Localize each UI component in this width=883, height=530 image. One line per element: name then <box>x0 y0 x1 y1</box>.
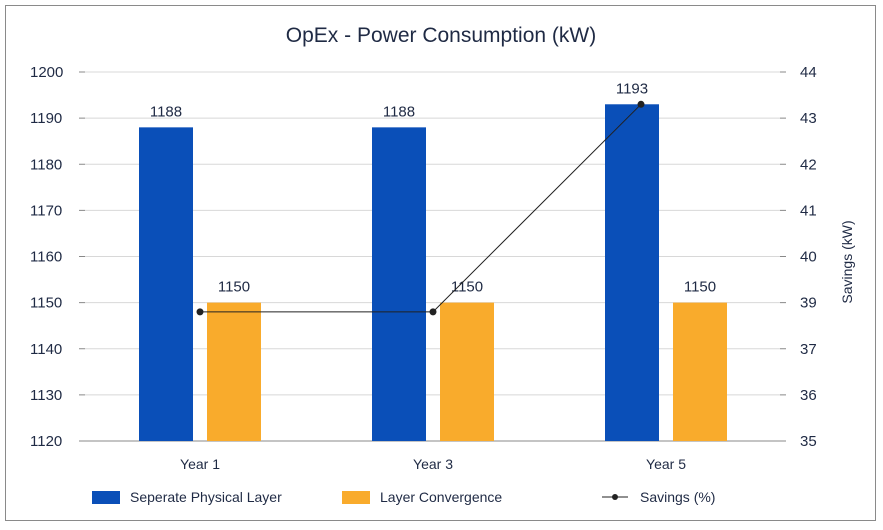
data-label: 1150 <box>684 279 716 296</box>
savings-point <box>637 100 645 108</box>
x-tick-label: Year 3 <box>413 456 453 472</box>
data-label: 1193 <box>616 80 648 97</box>
left-tick-label: 1160 <box>30 249 62 266</box>
savings-point <box>429 308 437 316</box>
left-tick-label: 1200 <box>30 64 63 81</box>
legend-label: Seperate Physical Layer <box>130 489 282 505</box>
bar-seperate-physical-layer <box>605 104 659 441</box>
bar-layer-convergence <box>673 302 727 441</box>
data-label: 1150 <box>218 279 250 296</box>
data-label: 1150 <box>451 279 483 296</box>
left-tick-label: 1150 <box>30 295 62 312</box>
chart-frame <box>5 5 876 521</box>
left-tick-label: 1180 <box>30 156 62 173</box>
legend-swatch <box>342 491 370 504</box>
bar-layer-convergence <box>207 302 261 441</box>
x-tick-label: Year 5 <box>646 456 686 472</box>
bar-seperate-physical-layer <box>139 127 193 441</box>
left-tick-label: 1140 <box>30 341 62 358</box>
right-tick-label: 42 <box>800 156 817 173</box>
right-tick-label: 35 <box>800 433 817 450</box>
savings-point <box>196 308 204 316</box>
data-label: 1188 <box>150 103 182 120</box>
left-tick-label: 1190 <box>30 110 62 127</box>
right-tick-label: 39 <box>800 295 817 312</box>
chart-title: OpEx - Power Consumption (kW) <box>286 24 596 47</box>
right-tick-label: 40 <box>800 249 817 266</box>
left-tick-label: 1120 <box>30 433 62 450</box>
data-label: 1188 <box>383 103 415 120</box>
right-tick-label: 43 <box>800 110 817 127</box>
x-tick-label: Year 1 <box>180 456 220 472</box>
right-tick-label: 37 <box>800 341 817 358</box>
right-tick-label: 44 <box>800 64 817 81</box>
left-tick-label: 1170 <box>30 202 62 219</box>
bar-seperate-physical-layer <box>372 127 426 441</box>
left-tick-label: 1130 <box>30 387 62 404</box>
bar-layer-convergence <box>440 302 494 441</box>
legend-label: Savings (%) <box>640 489 715 505</box>
legend-marker <box>612 494 618 500</box>
right-tick-label: 41 <box>800 202 817 219</box>
right-tick-label: 36 <box>800 387 817 404</box>
legend-swatch <box>92 491 120 504</box>
legend-label: Layer Convergence <box>380 489 502 505</box>
right-axis-label: Savings (kW) <box>839 220 855 303</box>
